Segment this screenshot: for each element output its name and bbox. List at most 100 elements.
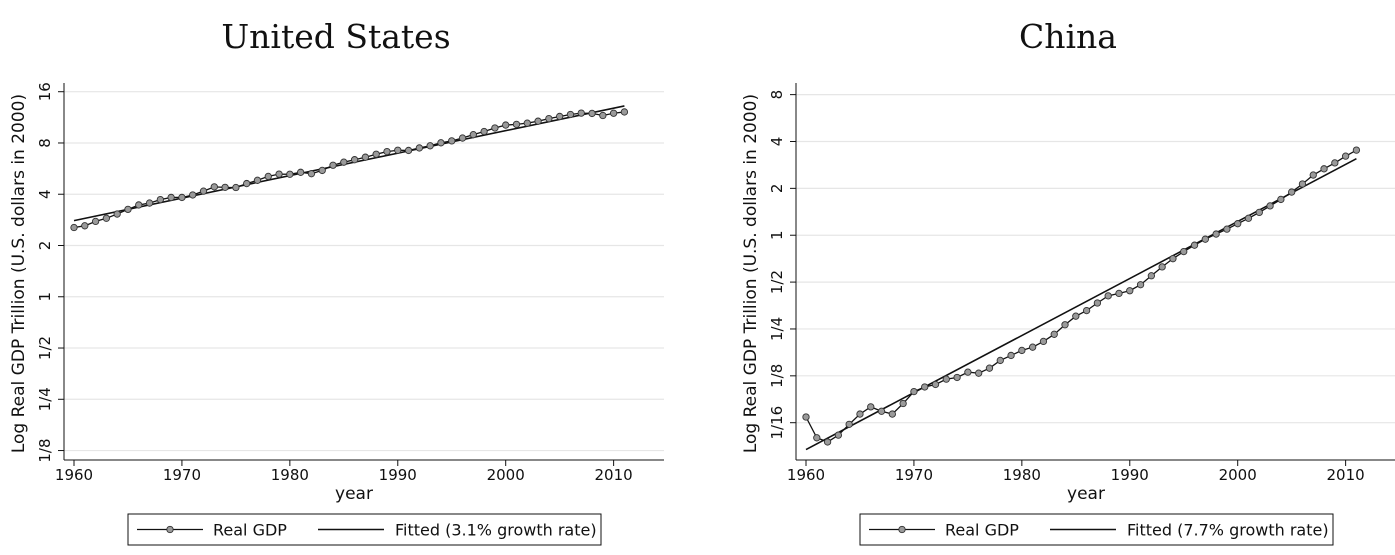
y-axis-label: Log Real GDP Trillion (U.S. dollars in 2…: [9, 94, 29, 453]
real-gdp-point: [1147, 272, 1156, 280]
legend: Real GDP Fitted (7.7% growth rate): [859, 513, 1334, 546]
real-gdp-point: [1169, 255, 1177, 263]
real-gdp-point: [877, 407, 886, 415]
x-tick-label: 1980: [1003, 466, 1041, 484]
y-tick-label: 1/4: [36, 387, 54, 411]
real-gdp-point: [802, 413, 810, 421]
real-gdp-point: [232, 183, 240, 192]
real-gdp-point: [307, 170, 316, 178]
chart-title: United States: [221, 17, 450, 56]
real-gdp-point: [1341, 152, 1350, 160]
real-gdp-point: [124, 205, 132, 214]
y-tick-label: 8: [768, 90, 786, 100]
real-gdp-point: [609, 109, 618, 117]
real-gdp-point: [964, 368, 972, 376]
real-gdp-point: [145, 199, 154, 207]
x-tick-label: 2000: [1219, 466, 1257, 484]
real-gdp-point: [1352, 146, 1361, 154]
legend-real-gdp-label: Real GDP: [945, 521, 1019, 540]
real-gdp-point: [1061, 321, 1069, 329]
real-gdp-point: [1136, 281, 1145, 289]
x-tick-label: 2000: [487, 466, 525, 484]
fitted-line: [73, 105, 625, 222]
real-gdp-point: [1082, 306, 1091, 315]
real-gdp-point: [985, 364, 994, 372]
real-gdp-point: [888, 410, 896, 418]
real-gdp-point: [275, 170, 283, 178]
real-gdp-point: [156, 195, 164, 204]
x-tick-label: 1970: [163, 466, 201, 484]
y-tick-label: 1/16: [768, 406, 786, 440]
x-tick-label: 1960: [787, 466, 825, 484]
real-gdp-point: [1298, 180, 1307, 188]
real-gdp-point: [221, 183, 229, 192]
real-gdp-point: [899, 399, 907, 408]
real-gdp-point: [996, 356, 1004, 365]
legend-real-gdp-marker: [898, 525, 906, 534]
real-gdp-point: [545, 114, 553, 123]
real-gdp-point: [1331, 159, 1339, 167]
real-gdp-point: [566, 110, 575, 119]
real-gdp-point: [394, 146, 402, 154]
real-gdp-point: [1050, 330, 1058, 338]
y-tick-label: 1/8: [768, 364, 786, 388]
real-gdp-point: [834, 431, 843, 439]
fitted-line: [805, 158, 1357, 451]
y-tick-label: 2: [768, 184, 786, 194]
real-gdp-point: [426, 142, 434, 150]
x-axis-label: year: [335, 484, 373, 504]
x-tick-label: 1970: [895, 466, 933, 484]
x-tick-label: 2010: [1327, 466, 1365, 484]
real-gdp-point: [448, 137, 456, 145]
real-gdp-point: [512, 120, 521, 129]
real-gdp-point: [1180, 247, 1188, 256]
real-gdp-point: [189, 191, 197, 199]
real-gdp-point: [264, 172, 272, 181]
real-gdp-point: [1244, 214, 1253, 222]
real-gdp-point: [102, 214, 111, 222]
real-gdp-point: [556, 112, 564, 121]
real-gdp-point: [1201, 235, 1209, 243]
real-gdp-point: [350, 156, 359, 164]
y-tick-label: 1: [768, 230, 786, 240]
real-gdp-point: [70, 223, 78, 232]
x-tick-label: 1960: [55, 466, 93, 484]
real-gdp-point: [1093, 299, 1102, 307]
y-tick-label: 8: [36, 138, 54, 148]
real-gdp-point: [931, 380, 940, 389]
real-gdp-point: [253, 176, 262, 184]
real-gdp-point: [813, 434, 821, 442]
real-gdp-point: [372, 150, 380, 158]
real-gdp-point: [856, 410, 864, 418]
legend: Real GDP Fitted (3.1% growth rate): [127, 513, 602, 546]
real-gdp-point: [480, 127, 488, 136]
real-gdp-point: [404, 146, 413, 155]
x-tick-label: 1980: [271, 466, 309, 484]
real-gdp-point: [1018, 346, 1026, 355]
real-gdp-point: [1255, 208, 1263, 217]
legend-real-gdp-marker: [166, 525, 174, 534]
real-gdp-point: [1039, 337, 1048, 346]
real-gdp-point: [491, 124, 499, 132]
x-axis-label: year: [1067, 484, 1105, 504]
real-gdp-point: [383, 147, 391, 156]
chart-title: China: [1019, 17, 1117, 56]
real-gdp-point: [1234, 220, 1242, 228]
real-gdp-point: [1190, 241, 1199, 249]
real-gdp-point: [942, 375, 950, 383]
real-gdp-point: [135, 201, 143, 209]
real-gdp-point: [243, 179, 251, 188]
real-gdp-point: [523, 119, 531, 127]
real-gdp-line: [73, 111, 625, 229]
real-gdp-point: [599, 111, 607, 120]
real-gdp-point: [1007, 351, 1015, 360]
real-gdp-point: [1309, 171, 1317, 179]
real-gdp-point: [1104, 292, 1112, 300]
real-gdp-point: [845, 420, 853, 428]
chart-panel: China 8 4 2 1 1/2 1/4 1/8 1/16 1960 1970 1980 1990 20…: [741, 17, 1395, 546]
real-gdp-point: [975, 369, 983, 377]
real-gdp-point: [340, 158, 348, 166]
real-gdp-point: [823, 438, 832, 446]
